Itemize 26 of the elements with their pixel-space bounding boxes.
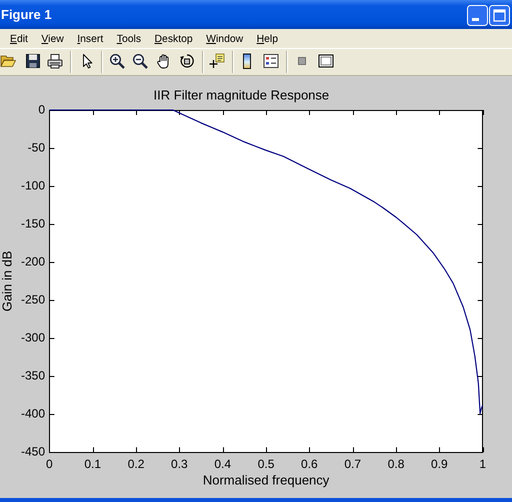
x-tick-label: 0.5 <box>258 456 275 471</box>
x-tick-label: 0.8 <box>388 456 405 471</box>
x-tick-label: 0.1 <box>84 456 102 471</box>
y-tick-label: -450 <box>20 444 46 459</box>
x-tick-label: 0.9 <box>431 456 448 471</box>
y-tick-label: -400 <box>20 406 46 421</box>
x-tick-label: 1 <box>479 456 486 471</box>
y-tick-label: -150 <box>20 216 46 230</box>
x-tick-label: 0.3 <box>171 456 188 471</box>
x-tick-label: 0.6 <box>301 456 318 471</box>
x-tick-label: 0.2 <box>128 456 145 471</box>
y-tick-label: -200 <box>20 254 46 268</box>
y-tick-label: -50 <box>28 140 46 154</box>
x-tick-label: 0.4 <box>214 456 232 471</box>
caption: Figure 1 <box>1 7 52 23</box>
y-tick-label: 0 <box>38 102 46 116</box>
menu-bar: Edit View Insert Tools Desktop Window Help <box>0 29 512 49</box>
y-tick-label: -250 <box>20 292 46 306</box>
y-tick-label: -350 <box>20 368 46 383</box>
y-tick-label: -100 <box>20 178 46 192</box>
title-bar: Figure 1 <box>0 0 512 29</box>
x-tick-label: 0.7 <box>344 456 362 471</box>
y-axis-title: Gain in dB <box>0 250 14 312</box>
x-axis-title: Normalised frequency <box>202 472 330 488</box>
y-tick-label: -300 <box>20 330 46 345</box>
chart-title: IIR Filter magnitude Response <box>154 88 330 103</box>
